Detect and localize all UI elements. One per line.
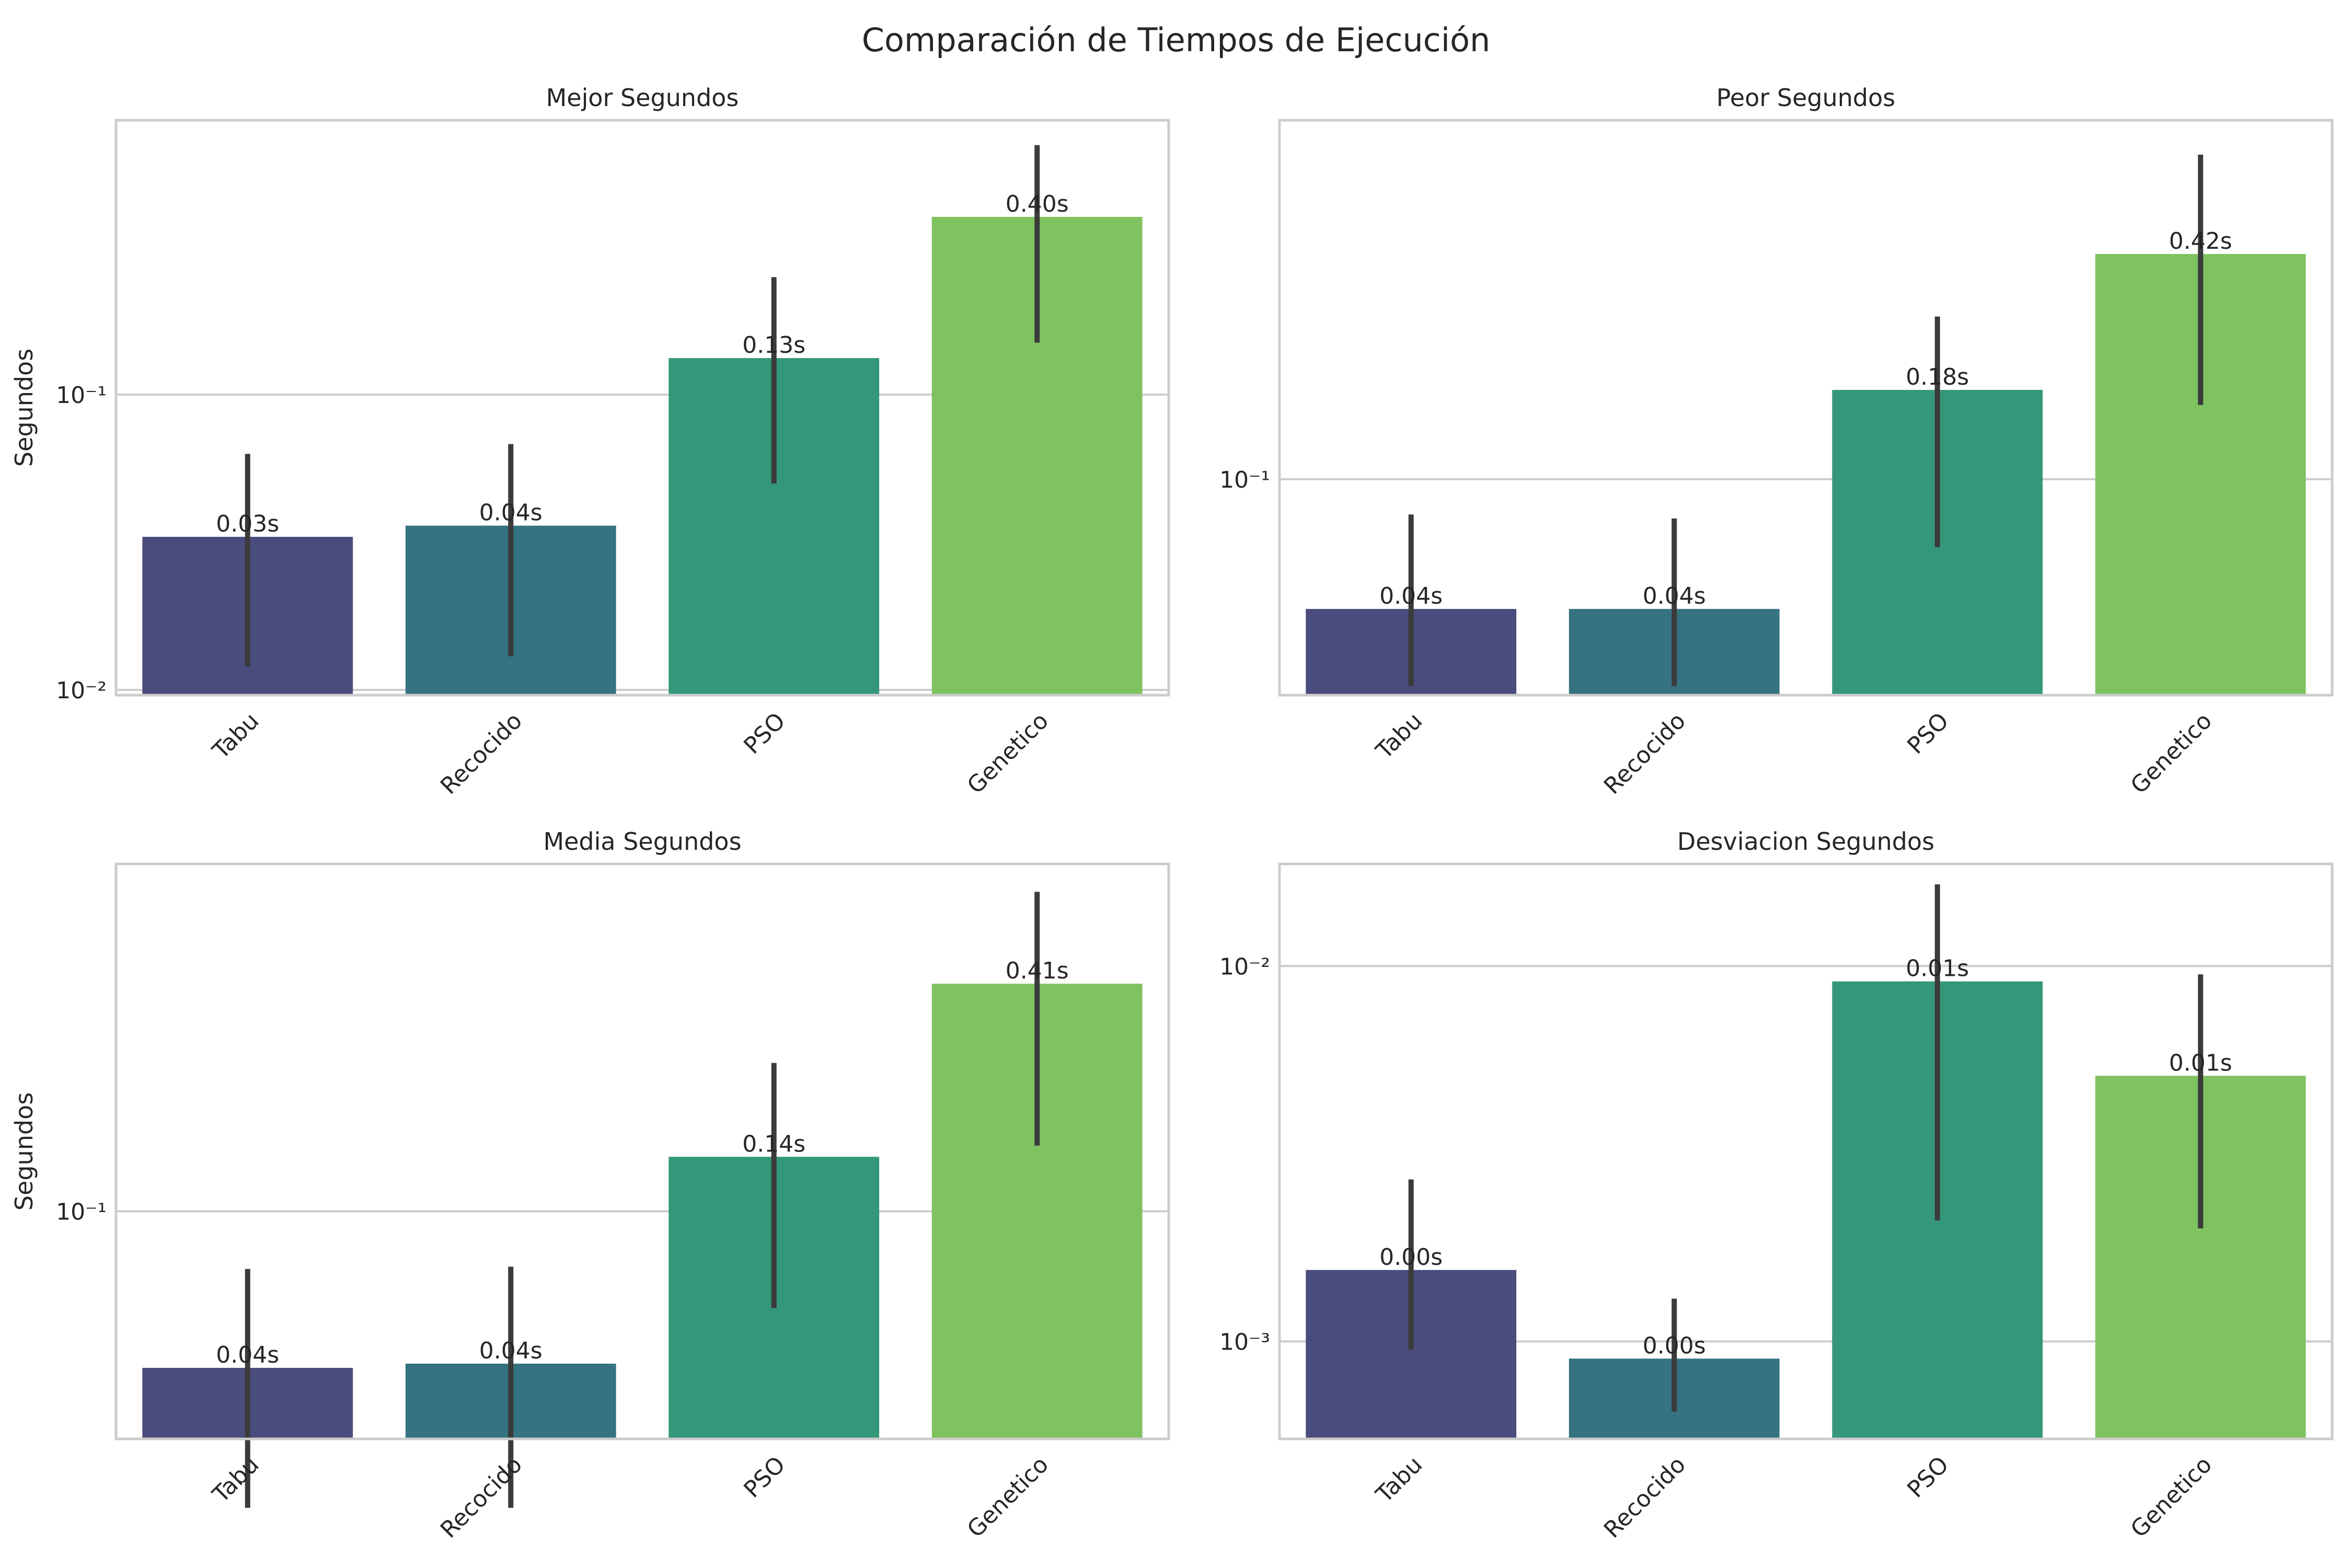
subplot-title: Desviacion Segundos [1677, 827, 1934, 856]
figure-title: Comparación de Tiempos de Ejecución [861, 21, 1491, 59]
subplot-title: Media Segundos [543, 827, 741, 856]
x-tick-label: Recocido [1599, 1451, 1691, 1543]
x-tick-label: Tabu [207, 708, 264, 765]
y-tick-label: 10⁻¹ [56, 382, 107, 409]
subplot-4: 0.00s 0.00s 0.01s 0.01s Desviacion Segundos 1… [1219, 827, 2334, 1543]
x-tick-label: PSO [739, 708, 790, 759]
subplot-2: 0.04s 0.04s 0.18s 0.42s Peor Segundos 10⁻¹ Tab… [1219, 84, 2334, 800]
x-tick-label: Tabu [1370, 708, 1427, 765]
x-tick-label: Recocido [435, 1451, 527, 1543]
x-tick-label: Tabu [1370, 1451, 1427, 1508]
data-label: 0.40s [1006, 191, 1069, 217]
data-label: 0.18s [1906, 364, 1969, 390]
y-tick-label: 10⁻² [1219, 953, 1270, 980]
data-label: 0.00s [1643, 1332, 1706, 1359]
y-tick-label: 10⁻² [56, 677, 107, 704]
x-tick-label: Genetico [2126, 1451, 2217, 1543]
data-label: 0.04s [1643, 583, 1706, 609]
x-tick-label: PSO [1902, 1451, 1954, 1503]
data-label: 0.00s [1379, 1244, 1443, 1271]
y-axis-label: Segundos [10, 349, 38, 467]
plot-frame [114, 119, 1170, 697]
subplot-title: Peor Segundos [1716, 84, 1895, 112]
data-label: 0.04s [216, 1342, 279, 1368]
data-label: 0.04s [479, 1338, 543, 1364]
data-label: 0.04s [1379, 583, 1443, 609]
y-tick-label: 10⁻¹ [1219, 467, 1270, 493]
y-tick-label: 10⁻³ [1219, 1329, 1270, 1356]
plot-frame [114, 862, 1170, 1440]
x-tick-label: PSO [739, 1451, 790, 1503]
x-tick-label: Recocido [1599, 708, 1691, 800]
x-tick-label: PSO [1902, 708, 1954, 759]
data-label: 0.41s [1006, 958, 1069, 984]
x-tick-label: Tabu [207, 1451, 264, 1508]
y-tick-label: 10⁻¹ [56, 1198, 107, 1225]
subplot-title: Mejor Segundos [546, 84, 739, 112]
data-label: 0.13s [742, 332, 805, 359]
x-tick-label: Recocido [435, 708, 527, 800]
data-label: 0.01s [1906, 955, 1969, 982]
x-tick-label: Genetico [962, 1451, 1054, 1543]
data-label: 0.04s [479, 500, 543, 526]
subplot-3: 0.04s 0.04s 0.14s 0.41s Media Segundos 10⁻¹ Se… [10, 827, 1170, 1543]
x-tick-label: Genetico [2126, 708, 2217, 799]
y-axis-label: Segundos [10, 1092, 38, 1210]
data-label: 0.42s [2169, 228, 2232, 255]
plot-frame [1278, 119, 2334, 697]
x-tick-label: Genetico [962, 708, 1054, 799]
plot-frame [1278, 862, 2334, 1440]
data-label: 0.03s [216, 511, 279, 537]
data-label: 0.01s [2169, 1050, 2232, 1076]
data-label: 0.14s [742, 1131, 805, 1157]
subplot-1: 0.03s 0.04s 0.13s 0.40s Mejor Segundos 10⁻¹ 10… [10, 84, 1170, 800]
